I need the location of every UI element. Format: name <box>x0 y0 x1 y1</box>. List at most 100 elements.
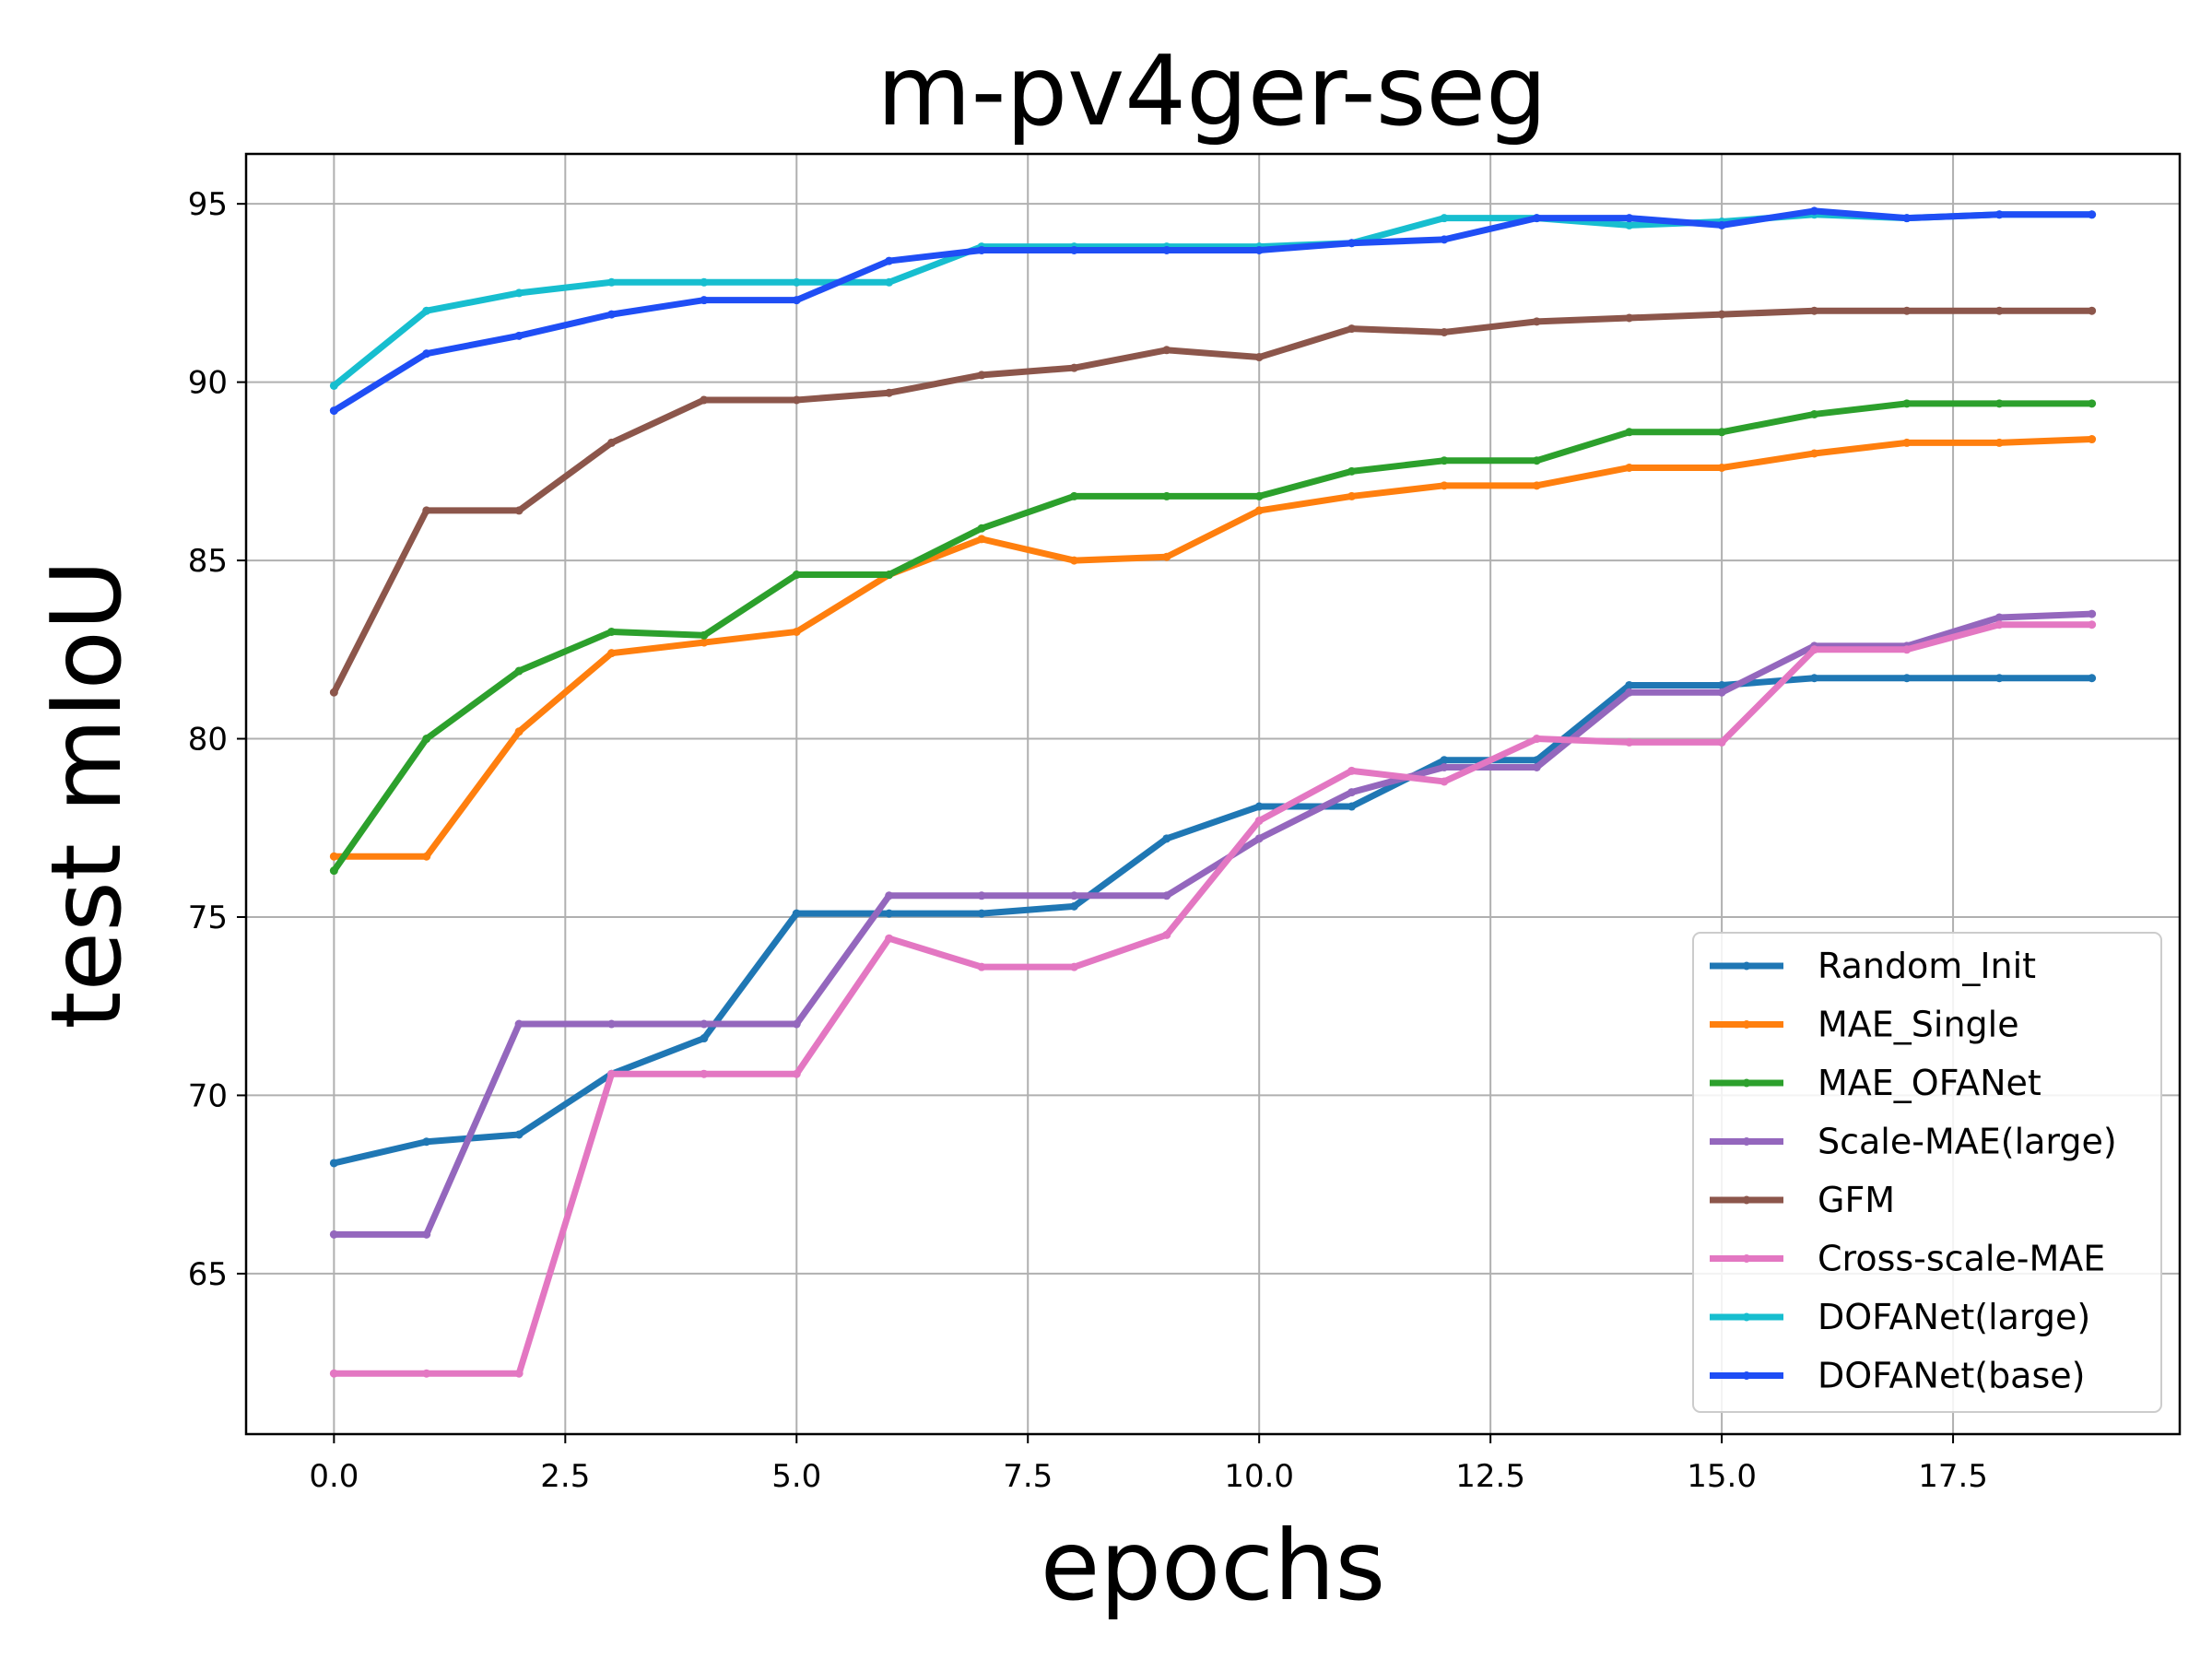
data-point <box>514 288 524 298</box>
data-point <box>1254 817 1264 826</box>
data-point <box>1809 674 1818 683</box>
series-mae-ofanet <box>329 399 2097 876</box>
legend-item: Cross-scale-MAE <box>1710 1239 2105 1279</box>
data-point <box>1347 788 1357 797</box>
series-line <box>330 400 2096 875</box>
data-point <box>422 735 431 744</box>
data-point <box>700 395 709 405</box>
series-line <box>330 610 2096 1238</box>
data-point <box>977 891 986 900</box>
legend-item: MAE_OFANet <box>1710 1063 2041 1103</box>
data-point <box>1994 306 2004 315</box>
series-line <box>330 211 2096 389</box>
data-point <box>885 909 894 918</box>
x-tick-label: 0.0 <box>309 1458 359 1495</box>
data-point <box>422 306 431 315</box>
data-point <box>792 277 801 287</box>
data-point <box>2088 674 2097 683</box>
data-point <box>1717 463 1726 472</box>
data-point <box>1162 834 1171 843</box>
data-point <box>607 627 617 636</box>
data-point <box>1347 491 1357 500</box>
y-tick-label: 75 <box>188 900 228 936</box>
data-point <box>1254 834 1264 843</box>
data-point <box>977 909 986 918</box>
data-point <box>885 277 894 287</box>
data-point <box>700 630 709 640</box>
data-point <box>1625 220 1634 229</box>
data-point <box>607 649 617 658</box>
x-tick-label: 12.5 <box>1455 1458 1525 1495</box>
legend-box <box>1692 932 2162 1413</box>
data-point <box>329 688 338 697</box>
data-point <box>1069 556 1078 565</box>
data-point <box>1162 891 1171 900</box>
data-point <box>1902 214 1912 223</box>
data-point <box>329 1230 338 1239</box>
legend-marker <box>1742 1020 1751 1029</box>
x-tick-label: 7.5 <box>1003 1458 1053 1495</box>
data-point <box>1532 456 1541 465</box>
data-point <box>1717 737 1726 747</box>
data-point <box>1625 463 1634 472</box>
data-point <box>329 866 338 876</box>
legend-marker <box>1742 1371 1751 1380</box>
data-point <box>700 1034 709 1043</box>
data-point <box>1347 239 1357 248</box>
data-point <box>885 256 894 265</box>
legend-marker <box>1742 1312 1751 1322</box>
legend-marker <box>1742 961 1751 971</box>
data-point <box>885 388 894 397</box>
y-axis-label: test mIoU <box>30 559 143 1029</box>
data-point <box>1809 645 1818 654</box>
data-point <box>422 1137 431 1147</box>
data-point <box>607 277 617 287</box>
data-point <box>1162 245 1171 254</box>
data-point <box>329 406 338 416</box>
data-point <box>885 571 894 580</box>
data-point <box>792 627 801 636</box>
data-point <box>329 852 338 861</box>
data-point <box>977 535 986 544</box>
data-point <box>1902 645 1912 654</box>
data-point <box>1625 688 1634 697</box>
data-point <box>1994 620 2004 629</box>
data-point <box>977 524 986 533</box>
legend-marker <box>1742 1254 1751 1263</box>
x-axis-label: epochs <box>1041 1510 1385 1622</box>
data-point <box>1532 481 1541 490</box>
data-point <box>422 852 431 861</box>
legend-item: MAE_Single <box>1710 1005 2019 1045</box>
data-point <box>329 381 338 390</box>
series-layer <box>329 206 2097 1378</box>
series-cross-scale-mae <box>329 620 2097 1378</box>
data-point <box>1717 688 1726 697</box>
data-point <box>1625 313 1634 323</box>
data-point <box>792 296 801 305</box>
legend-label: MAE_Single <box>1818 1005 2019 1045</box>
data-point <box>700 1019 709 1029</box>
data-point <box>1440 756 1449 765</box>
x-tick-label: 15.0 <box>1687 1458 1757 1495</box>
data-point <box>1717 220 1726 229</box>
data-point <box>1162 552 1171 561</box>
legend-marker <box>1742 1078 1751 1088</box>
data-point <box>1440 235 1449 244</box>
data-point <box>1069 891 1078 900</box>
y-tick-label: 85 <box>188 543 228 580</box>
data-point <box>1809 306 1818 315</box>
y-tick-label: 80 <box>188 722 228 759</box>
data-point <box>2088 399 2097 408</box>
data-point <box>1254 245 1264 254</box>
data-point <box>1440 481 1449 490</box>
data-point <box>1347 466 1357 476</box>
data-point <box>1902 438 1912 447</box>
data-point <box>792 1069 801 1078</box>
series-line <box>330 207 2096 415</box>
legend-marker <box>1742 1137 1751 1146</box>
legend-item: DOFANet(base) <box>1710 1356 2085 1396</box>
data-point <box>1440 456 1449 465</box>
legend-label: Cross-scale-MAE <box>1818 1239 2105 1279</box>
data-point <box>700 277 709 287</box>
data-point <box>1902 674 1912 683</box>
